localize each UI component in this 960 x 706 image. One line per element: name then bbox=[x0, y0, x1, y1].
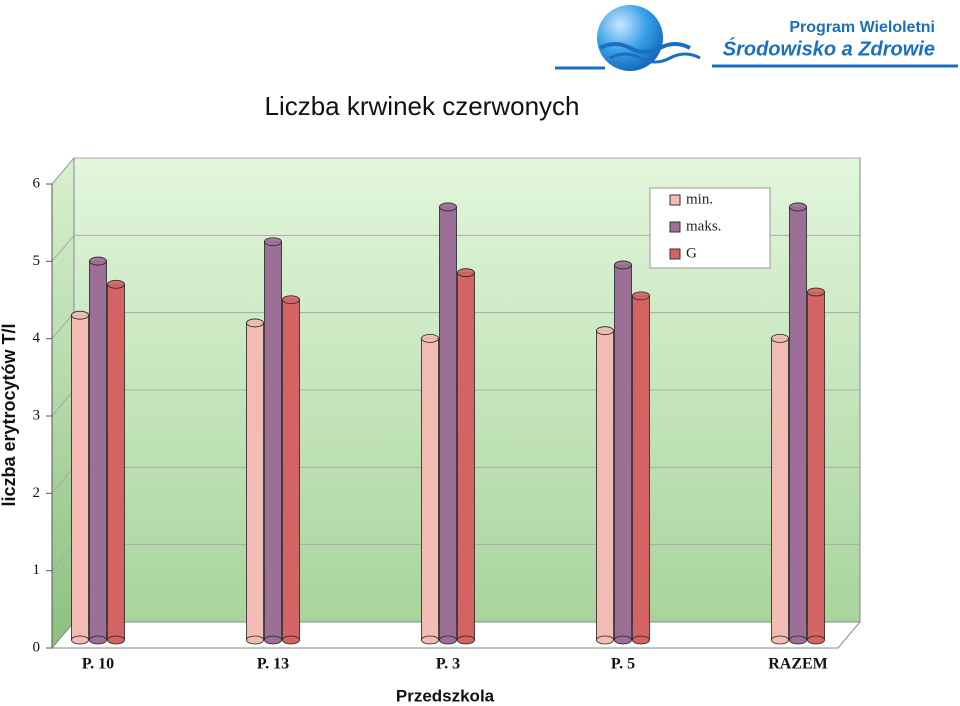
bar bbox=[771, 333, 789, 645]
grid-line bbox=[51, 389, 75, 417]
bar bbox=[89, 256, 107, 645]
bar-bottom bbox=[89, 635, 107, 645]
bar-top bbox=[71, 310, 89, 320]
bar-body bbox=[807, 291, 825, 641]
grid-line bbox=[51, 157, 75, 185]
bar bbox=[264, 237, 282, 645]
bar bbox=[807, 287, 825, 645]
grid-line bbox=[51, 312, 75, 339]
y-tick-label: 2 bbox=[33, 485, 41, 501]
bar-top bbox=[771, 333, 789, 343]
bar-top bbox=[596, 326, 614, 336]
x-tick-label: P. 13 bbox=[257, 656, 289, 673]
x-tick-label: RAZEM bbox=[768, 656, 828, 673]
bar-top bbox=[457, 268, 475, 278]
legend-swatch bbox=[669, 221, 681, 233]
bar-body bbox=[421, 337, 439, 641]
bar-body bbox=[282, 299, 300, 641]
chart-title: Liczba krwinek czerwonych bbox=[264, 91, 579, 121]
bar-bottom bbox=[71, 635, 89, 645]
bar bbox=[632, 291, 650, 645]
bar-body bbox=[457, 272, 475, 641]
bar-top bbox=[107, 279, 125, 289]
x-tick-label: P. 10 bbox=[82, 656, 114, 673]
bar bbox=[614, 260, 632, 645]
y-tick-label: 5 bbox=[33, 253, 41, 269]
bar-top bbox=[89, 256, 107, 266]
y-tick-label: 0 bbox=[33, 639, 41, 655]
bar-bottom bbox=[439, 635, 457, 645]
bar-body bbox=[632, 295, 650, 641]
bar bbox=[789, 202, 807, 645]
bar-body bbox=[614, 264, 632, 641]
bar bbox=[282, 295, 300, 645]
bar-top bbox=[282, 295, 300, 305]
grid-line bbox=[51, 544, 75, 571]
bar-top bbox=[789, 202, 807, 212]
bar-bottom bbox=[264, 635, 282, 645]
grid-line bbox=[51, 467, 75, 494]
bar-bottom bbox=[807, 635, 825, 645]
x-axis-label: Przedszkola bbox=[396, 686, 495, 705]
bar-body bbox=[439, 206, 457, 641]
x-tick-label: P. 5 bbox=[611, 656, 635, 673]
legend-label: maks. bbox=[686, 218, 721, 234]
bar bbox=[71, 310, 89, 645]
program-subtitle: Środowisko a Zdrowie bbox=[723, 36, 935, 60]
bar bbox=[246, 318, 264, 645]
y-axis-label: liczba erytrocytów T/l bbox=[0, 323, 19, 506]
program-name: Program Wieloletni bbox=[789, 19, 935, 36]
bar-body bbox=[264, 241, 282, 641]
bar-bottom bbox=[246, 635, 264, 645]
legend-label: min. bbox=[686, 191, 713, 207]
bar-top bbox=[439, 202, 457, 212]
bar-bottom bbox=[421, 635, 439, 645]
bar-bottom bbox=[596, 635, 614, 645]
bar bbox=[457, 268, 475, 645]
bar-bottom bbox=[614, 635, 632, 645]
bar bbox=[596, 326, 614, 645]
bar-top bbox=[246, 318, 264, 328]
bar-bottom bbox=[282, 635, 300, 645]
grid-line bbox=[51, 235, 75, 262]
bar-body bbox=[89, 260, 107, 641]
bar-body bbox=[596, 330, 614, 641]
bar bbox=[421, 333, 439, 645]
bar-body bbox=[246, 322, 264, 641]
bar-bottom bbox=[457, 635, 475, 645]
bar-top bbox=[614, 260, 632, 270]
y-tick-label: 1 bbox=[33, 562, 41, 578]
y-tick-label: 6 bbox=[33, 175, 41, 191]
bar-bottom bbox=[632, 635, 650, 645]
legend-swatch bbox=[669, 194, 681, 206]
bar bbox=[439, 202, 457, 645]
bar-bottom bbox=[789, 635, 807, 645]
legend-swatch bbox=[669, 248, 681, 260]
bar-body bbox=[107, 283, 125, 641]
bar-body bbox=[71, 314, 89, 641]
bar-body bbox=[771, 337, 789, 641]
logo bbox=[555, 5, 958, 71]
bar-body bbox=[789, 206, 807, 641]
bar bbox=[107, 279, 125, 645]
bar-bottom bbox=[771, 635, 789, 645]
bar-top bbox=[632, 291, 650, 301]
x-tick-label: P. 3 bbox=[436, 656, 460, 673]
legend-label: G bbox=[686, 245, 697, 261]
y-tick-label: 3 bbox=[33, 407, 41, 423]
bar-top bbox=[421, 333, 439, 343]
y-tick-label: 4 bbox=[33, 330, 41, 346]
bar-bottom bbox=[107, 635, 125, 645]
bar-top bbox=[264, 237, 282, 247]
bar-top bbox=[807, 287, 825, 297]
